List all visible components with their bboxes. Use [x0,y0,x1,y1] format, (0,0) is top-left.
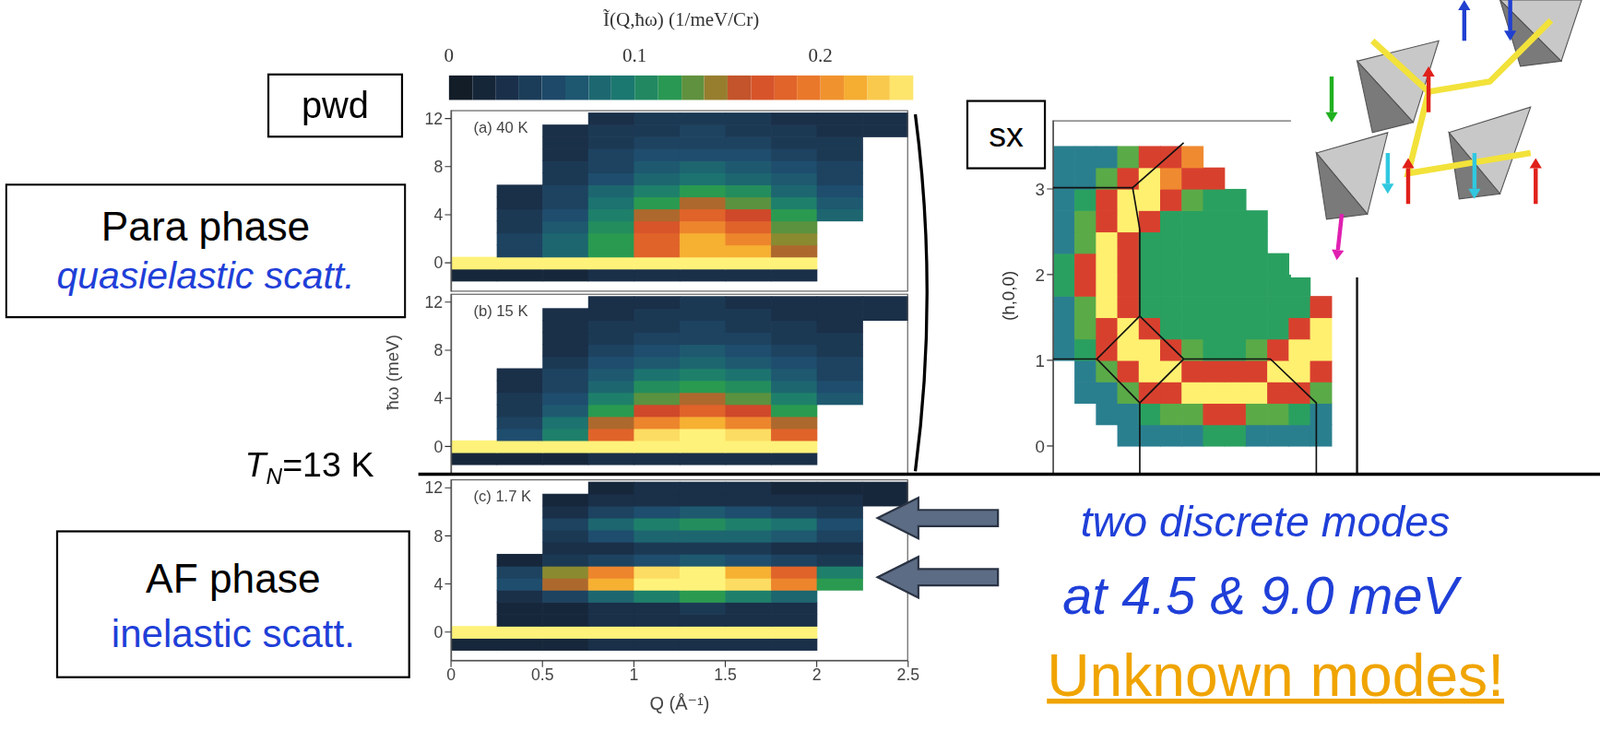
html-text:quasielastic scatt.: quasielastic scatt. [56,255,355,297]
svg-text:12: 12 [425,293,444,312]
svg-text:0.5: 0.5 [531,665,555,685]
svg-text:1.5: 1.5 [713,665,737,685]
html-text:(h,0,0): (h,0,0) [999,270,1019,322]
svg-text:2: 2 [1035,265,1045,285]
html-text:inelastic scatt.: inelastic scatt. [111,611,355,655]
svg-text:0: 0 [433,623,443,642]
svg-text:Q (Å⁻¹): Q (Å⁻¹) [650,693,711,714]
html-text:0.1: 0.1 [622,44,647,67]
svg-text:0: 0 [1035,437,1045,457]
html-text:0: 0 [444,44,454,67]
svg-text:0: 0 [433,253,443,273]
svg-text:8: 8 [433,527,443,546]
svg-text:3: 3 [1035,179,1045,200]
svg-text:2.5: 2.5 [896,665,920,685]
svg-text:4: 4 [433,575,443,594]
html-text:ħω (meV): ħω (meV) [382,334,403,411]
svg-text:0: 0 [446,665,456,685]
html-text:pwd: pwd [301,84,369,127]
svg-text:1: 1 [628,665,639,685]
html-text:(b) 15 K: (b) 15 K [473,302,528,320]
svg-text:8: 8 [433,341,443,360]
svg-text:12: 12 [425,478,444,498]
html-text:at 4.5 & 9.0 meV: at 4.5 & 9.0 meV [1062,566,1458,626]
html-text:Unknown modes!: Unknown modes! [1046,641,1505,709]
svg-text:1: 1 [1035,351,1045,371]
html-text:Para phase: Para phase [101,204,311,249]
html-text:TN=13 K: TN=13 K [244,444,374,490]
html-text:Ĩ(Q,ħω) (1/meV/Cr): Ĩ(Q,ħω) (1/meV/Cr) [603,8,760,30]
html-text:(a) 40 K: (a) 40 K [473,118,528,136]
html-text:(c) 1.7 K: (c) 1.7 K [473,487,532,506]
svg-text:0: 0 [433,438,443,457]
svg-text:4: 4 [433,389,443,408]
svg-text:8: 8 [433,157,443,177]
svg-text:4: 4 [433,205,443,225]
html-text:AF phase: AF phase [145,555,321,601]
html-text:sx: sx [988,114,1024,154]
svg-text:12: 12 [425,109,444,129]
html-text:0.2: 0.2 [808,44,833,67]
html-text:two discrete modes: two discrete modes [1080,497,1450,546]
svg-text:2: 2 [812,665,822,685]
